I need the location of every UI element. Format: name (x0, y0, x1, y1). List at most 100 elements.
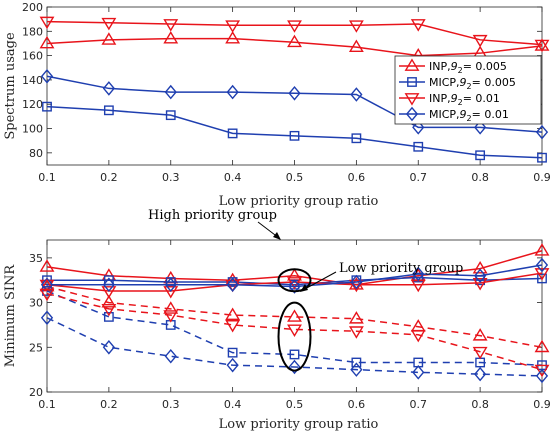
series-8 (40, 310, 549, 384)
data-point (287, 34, 302, 48)
data-point (102, 340, 115, 355)
data-point (472, 346, 488, 360)
legend-swatch-marker (404, 93, 420, 106)
data-point (534, 339, 550, 353)
low-priority-arrow (302, 271, 337, 291)
legend-item: MICP,92= 0.005 (399, 76, 516, 91)
data-point (412, 120, 425, 135)
x-tick-label: 0.4 (224, 398, 242, 411)
data-point (475, 150, 486, 161)
data-point (42, 286, 52, 296)
y-tick-label: 25 (29, 341, 43, 354)
y-tick-label: 180 (22, 25, 43, 38)
low-priority-label: Low priority group (339, 261, 463, 276)
x-tick-label: 0.3 (162, 171, 180, 184)
data-point (472, 34, 488, 48)
data-point (40, 310, 54, 326)
data-point (42, 101, 52, 112)
y-tick-label: 35 (29, 252, 43, 265)
data-point (226, 84, 239, 100)
data-point (163, 310, 179, 323)
data-point (101, 32, 117, 45)
data-point (164, 84, 177, 100)
high-priority-label: High priority group (148, 208, 277, 223)
data-point (472, 328, 488, 341)
x-tick-label: 0.3 (162, 398, 180, 411)
x-axis-label: Low priority group ratio (219, 194, 379, 209)
y-tick-label: 120 (22, 98, 43, 111)
data-point (102, 277, 115, 292)
data-point (39, 16, 55, 30)
series-4 (40, 68, 549, 140)
low-priority-arrowhead (300, 284, 308, 292)
data-point (472, 278, 488, 291)
x-tick-label: 0.6 (348, 171, 366, 184)
data-point (287, 324, 302, 337)
y-tick-label: 30 (29, 297, 43, 310)
data-point (164, 348, 177, 364)
data-point (535, 368, 549, 384)
data-point (412, 266, 425, 282)
legend-label: MICP,92= 0.005 (429, 76, 516, 91)
data-point (163, 301, 179, 314)
x-tick-label: 0.5 (286, 171, 304, 184)
series-line (46, 272, 543, 292)
x-tick-label: 0.6 (348, 398, 366, 411)
data-point (39, 35, 55, 49)
series-line (46, 292, 543, 371)
x-tick-label: 0.2 (100, 398, 118, 411)
data-point (537, 152, 547, 163)
data-point (348, 279, 364, 293)
data-point (350, 362, 363, 377)
x-tick-label: 0.2 (100, 171, 118, 184)
data-point (289, 130, 300, 141)
data-point (534, 39, 550, 53)
data-point (227, 128, 238, 139)
series-2 (42, 101, 547, 163)
data-point (225, 31, 241, 44)
data-point (101, 286, 117, 299)
data-point (287, 20, 302, 33)
data-point (225, 20, 241, 33)
legend-item: MICP,92= 0.01 (399, 106, 509, 123)
data-point (410, 19, 426, 32)
legend-swatch-marker (404, 58, 420, 71)
y-tick-label: 80 (29, 147, 43, 160)
data-point (350, 87, 363, 102)
x-tick-label: 0.8 (471, 398, 489, 411)
series-line (46, 75, 543, 133)
data-point (163, 19, 179, 32)
high-priority-ellipse (277, 268, 312, 293)
legend-label: MICP,92= 0.01 (429, 108, 509, 123)
data-point (226, 357, 239, 373)
series-line (46, 20, 543, 46)
data-point (40, 68, 54, 84)
y-tick-label: 140 (22, 74, 43, 87)
legend-item: INP,92= 0.005 (399, 58, 507, 75)
data-point (289, 349, 300, 360)
data-point (410, 329, 426, 343)
y-tick-label: 160 (22, 50, 43, 63)
series-3 (39, 16, 550, 53)
x-tick-label: 0.5 (286, 398, 304, 411)
data-point (39, 259, 55, 272)
data-point (225, 307, 241, 321)
data-point (534, 364, 550, 378)
y-tick-label: 20 (29, 386, 43, 399)
data-point (225, 320, 241, 333)
data-point (101, 303, 117, 317)
x-axis-label: Low priority group ratio (219, 417, 379, 432)
data-point (227, 347, 238, 358)
x-tick-label: 0.1 (38, 398, 56, 411)
x-tick-label: 0.7 (410, 171, 428, 184)
data-point (101, 295, 117, 308)
series-line (46, 105, 543, 159)
series-line (46, 37, 543, 57)
series-line (46, 250, 543, 286)
data-point (348, 311, 364, 324)
data-point (412, 365, 425, 380)
data-point (39, 288, 55, 302)
data-point (351, 133, 362, 144)
data-point (287, 309, 302, 322)
x-tick-label: 0.1 (38, 171, 56, 184)
